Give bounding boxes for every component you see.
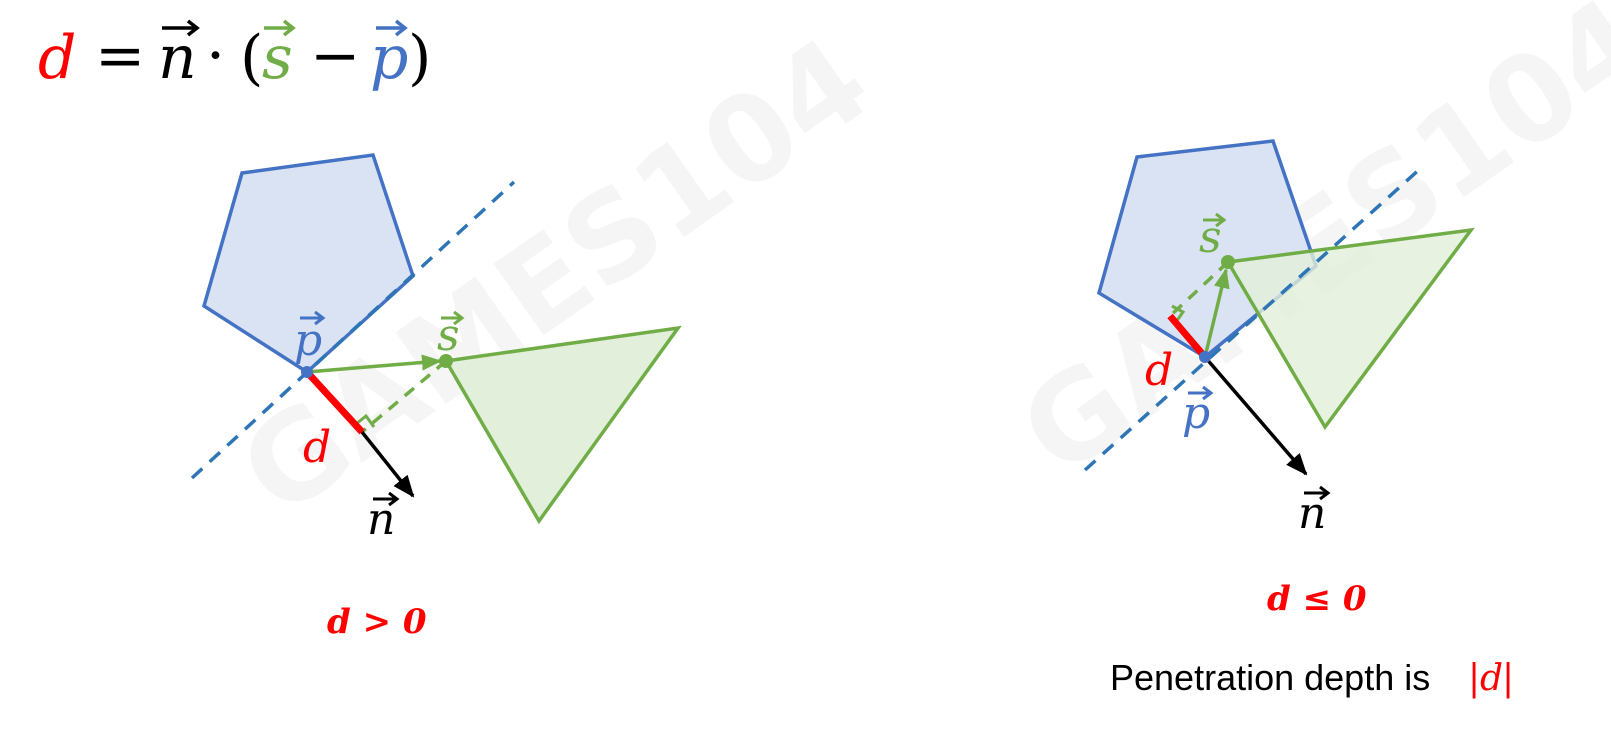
left-panel: p s d n d > 0 xyxy=(190,153,682,642)
left-right-angle-mark xyxy=(355,413,376,428)
formula-p-arrow xyxy=(376,19,408,37)
right-caption-abs-close: | xyxy=(1502,658,1514,699)
right-panel: s d p n d ≤ 0 Penetration depth is | d | xyxy=(1083,139,1514,699)
right-vector-s-minus-p xyxy=(1203,268,1230,358)
right-caption: Penetration depth is xyxy=(1110,657,1430,698)
left-dashed-projection xyxy=(360,359,448,434)
right-label-p-arrow xyxy=(1188,385,1214,401)
left-separating-line xyxy=(190,180,516,480)
left-distance-d xyxy=(304,369,365,435)
right-normal-arrow xyxy=(1203,355,1308,476)
left-label-n-arrow xyxy=(373,491,400,507)
formula-p: p xyxy=(370,23,408,93)
formula-s: s xyxy=(262,23,293,93)
left-vector-s-minus-p xyxy=(306,354,442,374)
formula-dot: · xyxy=(206,21,225,91)
right-point-s xyxy=(1221,255,1235,269)
formula: d = n · ( s − p ) xyxy=(38,19,431,93)
right-condition: d ≤ 0 xyxy=(1267,579,1367,619)
right-distance-d xyxy=(1167,313,1208,360)
formula-s-arrow xyxy=(264,19,296,37)
formula-rparen: ) xyxy=(408,23,431,93)
left-condition: d > 0 xyxy=(327,602,427,642)
right-separating-line xyxy=(1083,166,1423,472)
formula-lparen: ( xyxy=(240,23,263,93)
right-caption-text: Penetration depth is xyxy=(1110,657,1430,698)
left-label-d: d xyxy=(303,422,331,473)
formula-minus: − xyxy=(310,21,360,91)
right-dashed-projection xyxy=(1168,260,1230,318)
left-normal-arrow xyxy=(360,430,415,498)
right-label-d: d xyxy=(1145,345,1173,396)
right-point-p xyxy=(1199,351,1211,363)
left-label-p-arrow xyxy=(300,310,326,326)
left-point-s xyxy=(439,354,453,368)
formula-n-arrow xyxy=(162,19,200,37)
right-caption-abs-open: | xyxy=(1468,658,1480,699)
right-right-angle-mark xyxy=(1171,304,1186,323)
right-triangle xyxy=(1225,227,1475,431)
left-point-p xyxy=(301,366,313,378)
formula-d: d xyxy=(38,23,76,93)
right-label-n-arrow xyxy=(1304,485,1331,501)
right-caption-abs-var: d xyxy=(1480,658,1503,699)
formula-equals: = xyxy=(95,21,145,91)
right-label-s-arrow xyxy=(1203,212,1227,228)
left-label-s-arrow xyxy=(441,310,465,326)
left-triangle xyxy=(443,325,682,525)
